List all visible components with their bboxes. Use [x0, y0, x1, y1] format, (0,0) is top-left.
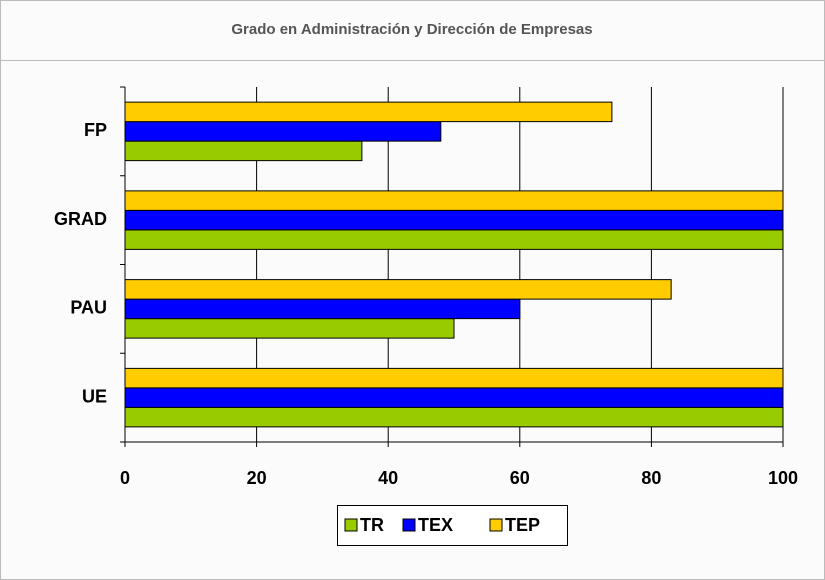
- legend-label: TEX: [418, 515, 453, 535]
- bar: [124, 298, 521, 320]
- y-tick-label: UE: [82, 386, 107, 406]
- x-tick-label: 20: [247, 468, 267, 488]
- legend-label: TEP: [505, 515, 540, 535]
- bar: [124, 209, 784, 231]
- bar: [124, 318, 455, 339]
- bar: [124, 101, 613, 123]
- legend-box: [337, 505, 568, 546]
- x-tick-label: 100: [768, 468, 798, 488]
- bar: [124, 121, 442, 142]
- bar: [124, 406, 784, 428]
- bar: [124, 387, 784, 408]
- x-tick-label: 0: [120, 468, 130, 488]
- legend-swatch: [344, 518, 358, 532]
- legend-swatch: [489, 518, 503, 532]
- x-tick-label: 80: [641, 468, 661, 488]
- y-tick-label: FP: [84, 120, 107, 140]
- x-tick-label: 40: [378, 468, 398, 488]
- bar: [124, 367, 784, 389]
- y-tick-label: PAU: [70, 298, 107, 318]
- bar: [124, 279, 672, 300]
- bar: [124, 229, 784, 250]
- bar: [124, 190, 784, 211]
- y-tick-label: GRAD: [54, 209, 107, 229]
- legend-label: TR: [360, 515, 384, 535]
- chart-title: Grado en Administración y Dirección de E…: [231, 21, 592, 38]
- x-tick-label: 60: [510, 468, 530, 488]
- bar: [124, 140, 363, 162]
- legend-swatch: [402, 518, 416, 532]
